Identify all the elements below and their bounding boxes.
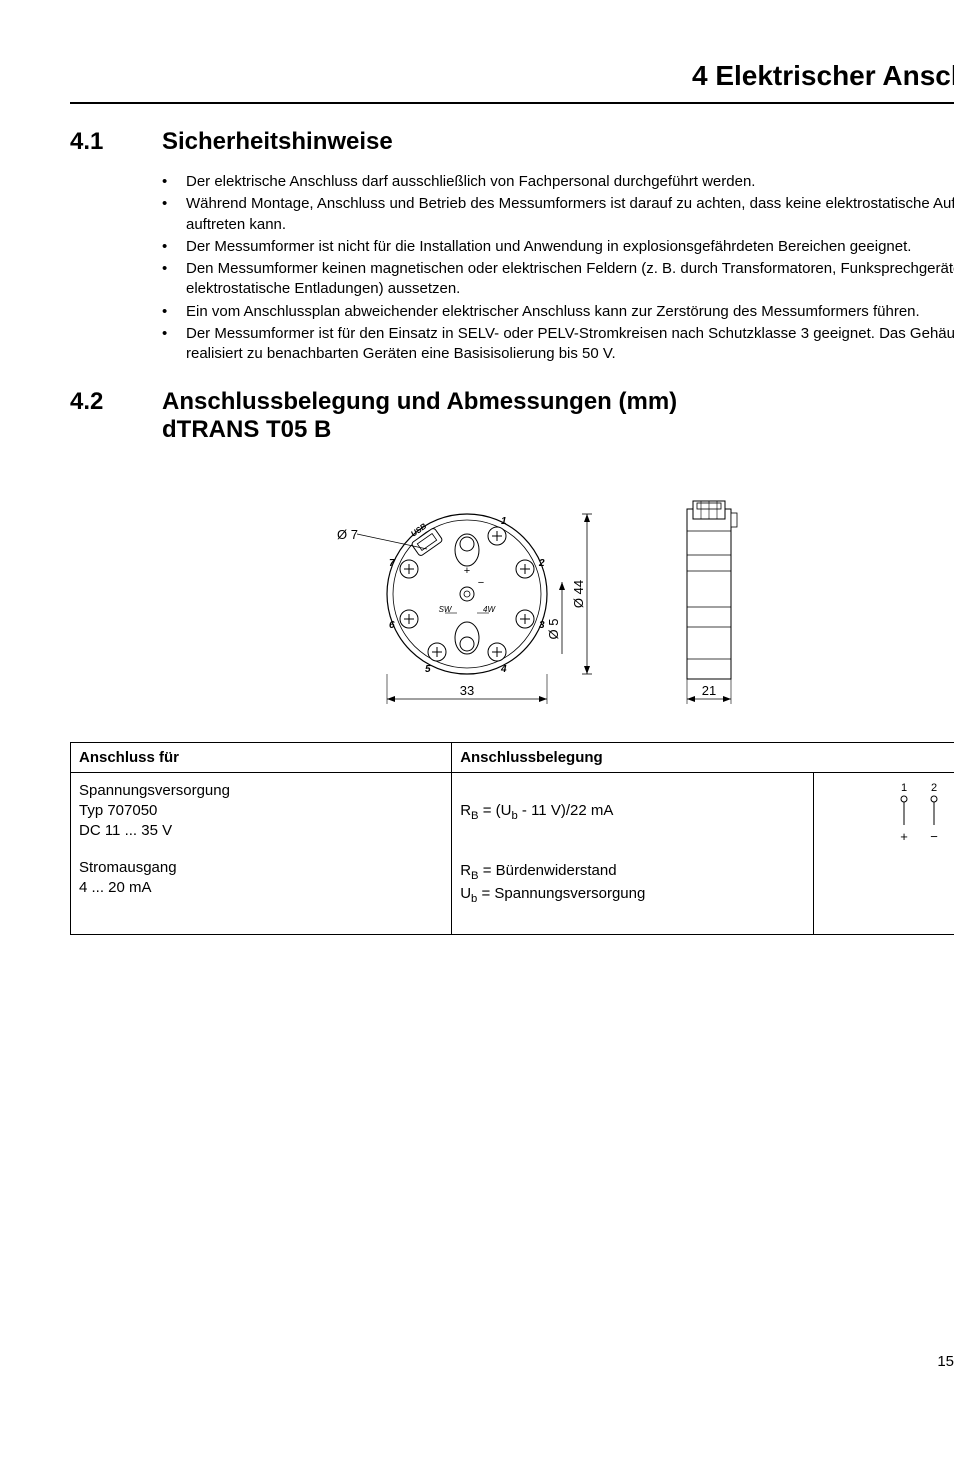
section-42-title: Anschlussbelegung und Abmessungen (mm) d… [162,388,677,444]
section-41-bullets: Der elektrische Anschluss darf ausschlie… [70,172,954,364]
section-42-heading: 4.2 Anschlussbelegung und Abmessungen (m… [70,388,954,444]
section-42-title-line2: dTRANS T05 B [162,416,331,443]
bullet-item: Den Messumformer keinen magnetischen ode… [162,259,954,300]
polarity-minus: − [478,577,484,589]
internal-label-sw: SW [439,605,453,614]
bullet-item: Während Montage, Anschluss und Betrieb d… [162,194,954,235]
dim-center-diameter: Ø 5 [546,619,561,640]
terminal-3: 3 [539,620,545,631]
section-41-heading: 4.1 Sicherheitshinweise [70,128,954,156]
table-header-1: Anschluss für [71,743,452,773]
cell-text: Stromausgang [79,859,443,876]
pin-sign-plus: + [900,829,908,844]
table-header-2: Anschlussbelegung [452,743,954,773]
legend-rb: RB = Bürdenwiderstand [460,862,805,882]
page-number: 15 [937,1353,954,1370]
section-42-title-line1: Anschlussbelegung und Abmessungen (mm) [162,388,677,415]
section-41-num: 4.1 [70,128,162,156]
pin-label-1: 1 [901,782,907,794]
bullet-item: Ein vom Anschlussplan abweichender elekt… [162,302,954,322]
dim-outer-diameter: Ø 44 [571,580,586,608]
pin-label-2: 2 [931,782,937,794]
bullet-item: Der Messumformer ist nicht für die Insta… [162,237,954,257]
terminal-7: 7 [389,558,395,569]
table-row: Spannungsversorgung Typ 707050 DC 11 ...… [71,773,954,935]
bullet-item: Der elektrische Anschluss darf ausschlie… [162,172,954,192]
section-42-num: 4.2 [70,388,162,444]
pin-sign-minus: − [930,829,938,844]
legend-ub: Ub = Spannungsversorgung [460,885,805,905]
cell-text: Spannungsversorgung [79,782,443,799]
dim-body-width: 33 [460,683,474,698]
cell-text: DC 11 ... 35 V [79,822,443,839]
cell-text: Typ 707050 [79,802,443,819]
bullet-item: Der Messumformer ist für den Einsatz in … [162,324,954,365]
figure-dtrans-t05b: USB SW 4W + − 1 2 3 4 5 [70,474,954,714]
chapter-title: 4 Elektrischer Anschluss [70,60,954,104]
cell-text: 4 ... 20 mA [79,879,443,896]
terminal-5: 5 [425,664,431,675]
polarity-plus: + [464,565,470,577]
dim-side-width: 21 [702,683,716,698]
terminal-1: 1 [501,516,507,527]
terminal-4: 4 [500,664,507,675]
device-diagram-svg: USB SW 4W + − 1 2 3 4 5 [287,474,807,714]
section-41-title: Sicherheitshinweise [162,128,393,156]
connection-table: Anschluss für Anschlussbelegung Spannung… [70,742,954,935]
pin-diagram: 1 2 + − [874,779,954,849]
dim-hole-diameter: Ø 7 [337,527,358,542]
terminal-6: 6 [389,620,395,631]
formula-rb: RB = (Ub - 11 V)/22 mA [460,802,805,822]
internal-label-4w: 4W [483,605,496,614]
terminal-2: 2 [538,558,545,569]
